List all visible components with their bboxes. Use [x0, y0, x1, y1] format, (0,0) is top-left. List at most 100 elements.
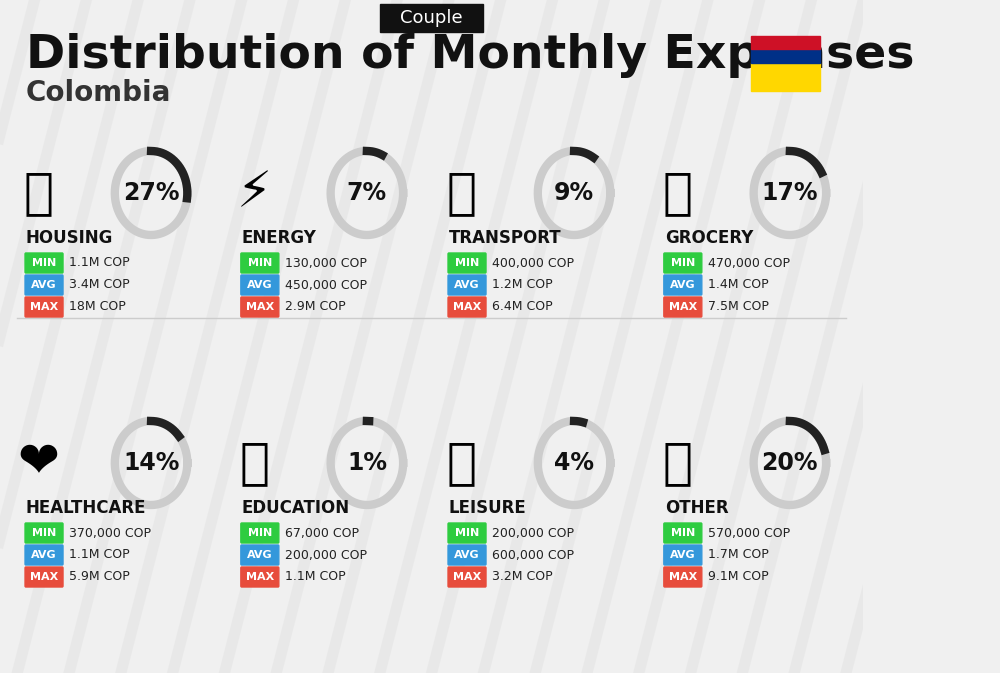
FancyBboxPatch shape	[241, 567, 279, 587]
Text: MIN: MIN	[248, 528, 272, 538]
Text: 5.9M COP: 5.9M COP	[69, 571, 130, 583]
Text: 👜: 👜	[663, 439, 693, 487]
Text: 1%: 1%	[347, 451, 387, 475]
Text: HOUSING: HOUSING	[26, 229, 113, 247]
Text: 130,000 COP: 130,000 COP	[285, 256, 367, 269]
FancyBboxPatch shape	[241, 545, 279, 565]
Text: 9.1M COP: 9.1M COP	[708, 571, 768, 583]
FancyBboxPatch shape	[25, 567, 63, 587]
Text: MIN: MIN	[32, 528, 56, 538]
Text: 🎓: 🎓	[240, 439, 270, 487]
Text: 9%: 9%	[554, 181, 594, 205]
Text: EDUCATION: EDUCATION	[242, 499, 350, 517]
FancyBboxPatch shape	[448, 567, 486, 587]
Text: MIN: MIN	[248, 258, 272, 268]
Text: HEALTHCARE: HEALTHCARE	[26, 499, 146, 517]
FancyBboxPatch shape	[25, 275, 63, 295]
Text: 67,000 COP: 67,000 COP	[285, 526, 359, 540]
Text: MAX: MAX	[246, 302, 274, 312]
Text: MAX: MAX	[669, 302, 697, 312]
FancyBboxPatch shape	[448, 523, 486, 543]
Text: AVG: AVG	[670, 280, 696, 290]
Text: LEISURE: LEISURE	[449, 499, 527, 517]
Text: 470,000 COP: 470,000 COP	[708, 256, 790, 269]
Text: 14%: 14%	[123, 451, 179, 475]
FancyBboxPatch shape	[448, 545, 486, 565]
Text: GROCERY: GROCERY	[665, 229, 753, 247]
FancyBboxPatch shape	[25, 297, 63, 317]
FancyBboxPatch shape	[664, 545, 702, 565]
FancyBboxPatch shape	[448, 275, 486, 295]
Text: 20%: 20%	[762, 451, 818, 475]
Text: 200,000 COP: 200,000 COP	[492, 526, 574, 540]
Text: 18M COP: 18M COP	[69, 301, 126, 314]
Text: MIN: MIN	[455, 258, 479, 268]
FancyBboxPatch shape	[664, 275, 702, 295]
Text: 200,000 COP: 200,000 COP	[285, 548, 367, 561]
Text: AVG: AVG	[454, 280, 480, 290]
Text: ENERGY: ENERGY	[242, 229, 317, 247]
Text: Couple: Couple	[400, 9, 463, 27]
Text: MAX: MAX	[246, 572, 274, 582]
Text: 1.7M COP: 1.7M COP	[708, 548, 769, 561]
FancyBboxPatch shape	[664, 567, 702, 587]
Text: 1.1M COP: 1.1M COP	[285, 571, 345, 583]
Text: 2.9M COP: 2.9M COP	[285, 301, 345, 314]
Text: MIN: MIN	[671, 258, 695, 268]
Text: 1.2M COP: 1.2M COP	[492, 279, 553, 291]
FancyBboxPatch shape	[380, 4, 483, 32]
Text: ❤️: ❤️	[18, 439, 60, 487]
Text: 🚌: 🚌	[447, 169, 477, 217]
FancyBboxPatch shape	[241, 253, 279, 273]
Text: 7.5M COP: 7.5M COP	[708, 301, 769, 314]
FancyBboxPatch shape	[751, 36, 820, 49]
Text: 1.1M COP: 1.1M COP	[69, 256, 130, 269]
Text: OTHER: OTHER	[665, 499, 728, 517]
Text: 1.4M COP: 1.4M COP	[708, 279, 768, 291]
Text: 🛍️: 🛍️	[447, 439, 477, 487]
Text: 6.4M COP: 6.4M COP	[492, 301, 553, 314]
Text: 1.1M COP: 1.1M COP	[69, 548, 130, 561]
Text: MAX: MAX	[669, 572, 697, 582]
Text: AVG: AVG	[247, 550, 273, 560]
Text: MIN: MIN	[671, 528, 695, 538]
Text: 3.4M COP: 3.4M COP	[69, 279, 130, 291]
Text: MIN: MIN	[32, 258, 56, 268]
Text: AVG: AVG	[247, 280, 273, 290]
FancyBboxPatch shape	[751, 63, 820, 90]
FancyBboxPatch shape	[448, 297, 486, 317]
Text: MAX: MAX	[453, 572, 481, 582]
FancyBboxPatch shape	[448, 253, 486, 273]
Text: 450,000 COP: 450,000 COP	[285, 279, 367, 291]
FancyBboxPatch shape	[664, 297, 702, 317]
FancyBboxPatch shape	[664, 523, 702, 543]
Text: MAX: MAX	[30, 302, 58, 312]
Text: 3.2M COP: 3.2M COP	[492, 571, 553, 583]
Text: Distribution of Monthly Expenses: Distribution of Monthly Expenses	[26, 32, 914, 77]
Text: 400,000 COP: 400,000 COP	[492, 256, 574, 269]
Text: AVG: AVG	[31, 550, 57, 560]
Text: MAX: MAX	[453, 302, 481, 312]
Text: 17%: 17%	[762, 181, 818, 205]
FancyBboxPatch shape	[751, 49, 820, 63]
Text: TRANSPORT: TRANSPORT	[449, 229, 562, 247]
FancyBboxPatch shape	[664, 253, 702, 273]
Text: AVG: AVG	[31, 280, 57, 290]
Text: 570,000 COP: 570,000 COP	[708, 526, 790, 540]
Text: MAX: MAX	[30, 572, 58, 582]
Text: 370,000 COP: 370,000 COP	[69, 526, 151, 540]
Text: 🛒: 🛒	[663, 169, 693, 217]
Text: Colombia: Colombia	[26, 79, 171, 107]
Text: AVG: AVG	[454, 550, 480, 560]
Text: 600,000 COP: 600,000 COP	[492, 548, 574, 561]
Text: 4%: 4%	[554, 451, 594, 475]
Text: 🏢: 🏢	[24, 169, 54, 217]
FancyBboxPatch shape	[241, 275, 279, 295]
Text: MIN: MIN	[455, 528, 479, 538]
Text: ⚡: ⚡	[237, 169, 272, 217]
FancyBboxPatch shape	[25, 545, 63, 565]
Text: 27%: 27%	[123, 181, 179, 205]
FancyBboxPatch shape	[241, 297, 279, 317]
Text: AVG: AVG	[670, 550, 696, 560]
Text: 7%: 7%	[347, 181, 387, 205]
